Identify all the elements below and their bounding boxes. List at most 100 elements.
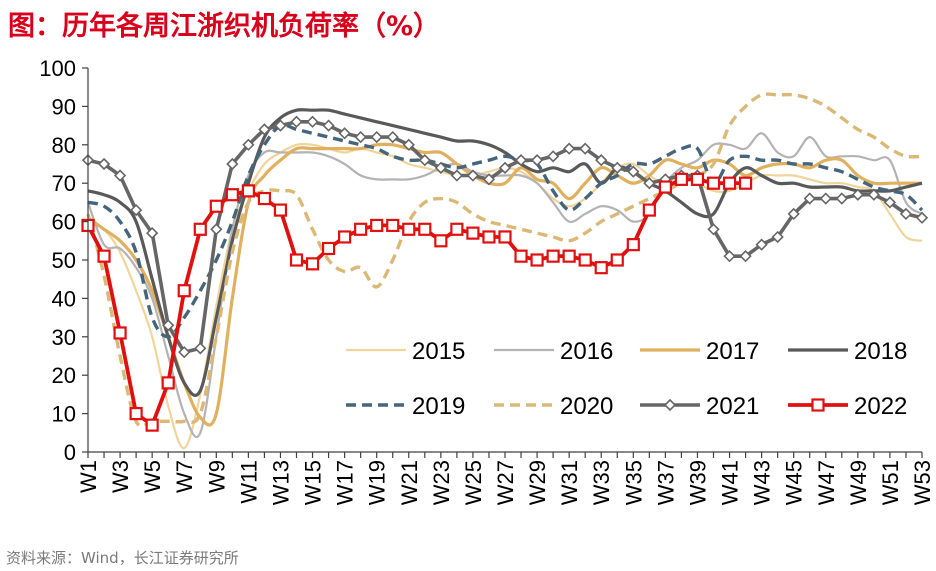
series-2015 bbox=[87, 142, 923, 450]
x-tick-label: W5 bbox=[140, 460, 165, 493]
point-2021 bbox=[466, 169, 480, 182]
y-tick-label: 70 bbox=[52, 171, 76, 196]
point-2021 bbox=[194, 342, 207, 355]
series-line-2018 bbox=[87, 108, 923, 397]
point-2022 bbox=[722, 176, 737, 190]
legend-item-2016: 2016 bbox=[494, 338, 613, 365]
x-tick-label: W19 bbox=[365, 460, 390, 505]
point-2021 bbox=[178, 346, 191, 359]
x-tick-label: W49 bbox=[846, 460, 871, 505]
series-2022 bbox=[81, 172, 753, 432]
x-tick-label: W7 bbox=[172, 460, 197, 493]
legend-label: 2019 bbox=[412, 393, 465, 420]
axes-layer bbox=[82, 67, 923, 458]
point-2022 bbox=[578, 253, 592, 267]
point-2021 bbox=[723, 250, 736, 263]
point-2022 bbox=[562, 249, 576, 263]
point-2021 bbox=[113, 169, 127, 182]
series-2019 bbox=[87, 123, 924, 339]
point-2021 bbox=[514, 154, 528, 167]
source-note: 资料来源：Wind，长江证券研究所 bbox=[6, 549, 239, 567]
point-2021 bbox=[162, 319, 175, 332]
point-2021 bbox=[803, 192, 816, 205]
point-2022 bbox=[273, 203, 288, 217]
point-2021 bbox=[226, 157, 239, 171]
point-2022 bbox=[434, 234, 448, 248]
point-2022 bbox=[338, 230, 352, 244]
point-2022 bbox=[450, 222, 464, 236]
point-2022 bbox=[321, 241, 336, 256]
point-2022 bbox=[402, 222, 416, 236]
x-tick-label: W29 bbox=[525, 460, 550, 505]
x-tick-label: W21 bbox=[397, 460, 422, 505]
point-2021 bbox=[418, 154, 431, 167]
point-2022 bbox=[305, 257, 320, 271]
point-2022 bbox=[690, 172, 705, 186]
point-2022 bbox=[129, 407, 143, 421]
x-tick-label: W13 bbox=[268, 460, 293, 505]
series-line-2017 bbox=[87, 142, 922, 427]
point-2022 bbox=[386, 218, 400, 233]
point-2021 bbox=[338, 127, 351, 140]
point-2022 bbox=[546, 249, 560, 263]
legend-marker bbox=[663, 398, 677, 412]
series-line-2020 bbox=[86, 92, 923, 428]
legend-item-2015: 2015 bbox=[346, 338, 465, 365]
x-tick-label: W53 bbox=[910, 460, 935, 505]
y-tick-label: 10 bbox=[52, 402, 76, 427]
legend-item-2021: 2021 bbox=[640, 393, 759, 420]
point-2022 bbox=[289, 253, 304, 267]
y-tick-label: 80 bbox=[52, 133, 76, 158]
point-2021 bbox=[899, 207, 913, 221]
legend-item-2022: 2022 bbox=[788, 393, 907, 420]
point-2021 bbox=[306, 115, 319, 128]
legend-label: 2020 bbox=[560, 393, 613, 420]
x-tick-label: W39 bbox=[685, 460, 710, 505]
point-2021 bbox=[787, 207, 800, 221]
point-2021 bbox=[627, 165, 640, 178]
point-2021 bbox=[819, 192, 832, 205]
point-2021 bbox=[370, 130, 383, 144]
point-2021 bbox=[643, 177, 656, 190]
series-line-2016 bbox=[86, 132, 923, 439]
point-2021 bbox=[434, 161, 447, 174]
point-2021 bbox=[739, 250, 752, 263]
x-tick-label: W43 bbox=[750, 460, 775, 505]
point-2021 bbox=[210, 223, 223, 236]
point-2021 bbox=[290, 115, 303, 128]
point-2021 bbox=[146, 226, 159, 240]
legend-label: 2018 bbox=[854, 338, 907, 365]
legend-item-2020: 2020 bbox=[494, 393, 613, 420]
x-tick-label: W3 bbox=[108, 460, 133, 493]
x-tick-label: W25 bbox=[461, 460, 486, 505]
series-2017 bbox=[87, 142, 922, 427]
series-layer bbox=[81, 92, 929, 450]
point-2021 bbox=[546, 150, 560, 163]
point-2022 bbox=[466, 226, 480, 240]
point-2022 bbox=[642, 203, 656, 217]
y-tick-label: 50 bbox=[52, 248, 76, 273]
x-tick-label: W11 bbox=[236, 460, 261, 504]
point-2022 bbox=[161, 376, 175, 390]
legend-item-2018: 2018 bbox=[788, 338, 907, 365]
point-2021 bbox=[835, 192, 848, 205]
legend-item-2017: 2017 bbox=[640, 338, 759, 365]
x-tick-label: W27 bbox=[493, 460, 518, 505]
y-tick-label: 60 bbox=[52, 210, 76, 235]
point-2021 bbox=[595, 154, 608, 167]
point-2022 bbox=[738, 176, 753, 190]
point-2021 bbox=[498, 161, 512, 174]
point-2021 bbox=[771, 230, 784, 244]
point-2021 bbox=[258, 123, 271, 136]
point-2021 bbox=[354, 130, 367, 144]
x-tick-label: W1 bbox=[76, 460, 101, 493]
y-tick-label: 0 bbox=[64, 440, 76, 465]
point-2022 bbox=[113, 326, 127, 340]
y-tick-label: 20 bbox=[52, 363, 76, 388]
point-2022 bbox=[209, 199, 223, 213]
point-2022 bbox=[241, 184, 255, 198]
point-2022 bbox=[498, 230, 512, 244]
x-tick-label: W17 bbox=[333, 460, 358, 505]
point-2022 bbox=[257, 191, 272, 206]
